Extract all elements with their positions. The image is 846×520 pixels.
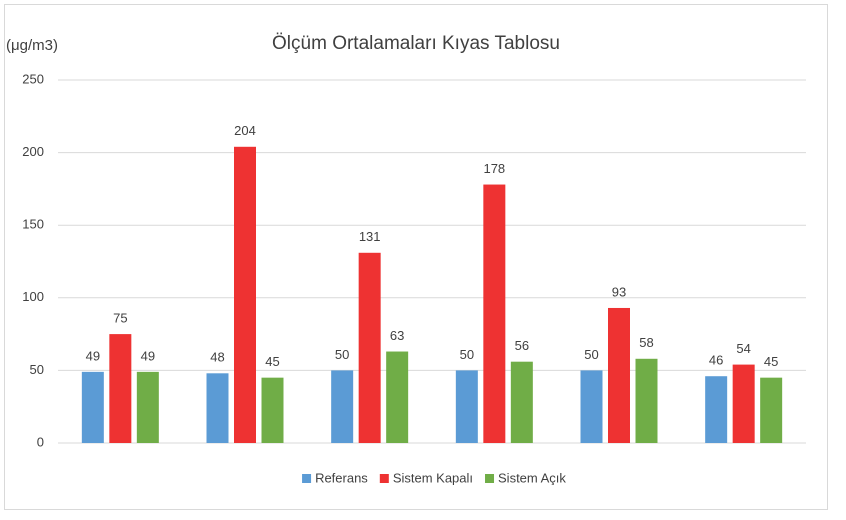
y-tick-label: 0 [37,434,44,449]
data-label: 75 [113,311,127,326]
bar [510,361,533,443]
y-tick-label: 50 [30,362,44,377]
bar [483,184,506,443]
legend-label: Sistem Açık [498,470,566,485]
data-label: 49 [86,348,100,363]
data-label: 45 [265,354,279,369]
data-label: 46 [709,353,723,368]
data-label: 50 [584,347,598,362]
legend-label: Referans [315,470,368,485]
bar [109,334,132,443]
bar [206,373,229,443]
data-label: 50 [335,347,349,362]
bar [608,307,630,443]
data-label: 204 [234,123,256,138]
bar [760,377,783,443]
data-label: 178 [483,161,505,176]
bar [455,370,478,443]
bar [261,377,284,443]
bar [580,370,603,443]
data-label: 63 [390,328,404,343]
y-tick-label: 250 [22,71,44,86]
bar [136,371,159,443]
data-label: 50 [460,347,474,362]
data-label: 93 [612,284,626,299]
bar [635,358,658,443]
legend-swatch [302,474,312,483]
data-label: 131 [359,229,381,244]
y-tick-label: 150 [22,217,44,232]
bar [358,252,381,443]
y-tick-label: 200 [22,144,44,159]
legend-swatch [485,474,495,483]
bar [234,146,256,444]
chart-title: Ölçüm Ortalamaları Kıyas Tablosu [272,33,560,54]
data-label: 56 [515,338,529,353]
y-tick-label: 100 [22,289,44,304]
data-label: 49 [141,348,155,363]
data-label: 48 [210,350,224,365]
bar [331,370,354,443]
data-label: 58 [639,335,653,350]
bar [732,364,755,443]
legend-label: Sistem Kapalı [393,470,473,485]
bar [386,351,409,443]
bar [81,371,104,443]
bar [705,376,728,443]
y-axis-label: (μg/m3) [6,37,58,54]
legend-swatch [379,474,389,483]
data-label: 45 [764,354,778,369]
data-label: 54 [736,341,750,356]
